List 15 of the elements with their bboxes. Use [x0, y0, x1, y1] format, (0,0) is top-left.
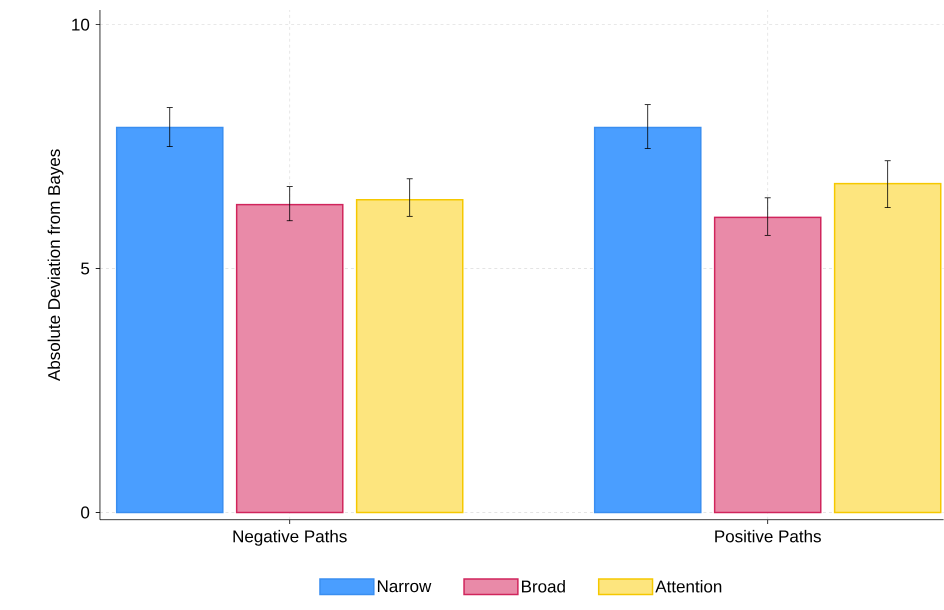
bar	[356, 199, 464, 514]
y-tick-label: 0	[81, 506, 90, 519]
x-tick-label: Negative Paths	[233, 530, 347, 546]
x-tick-label: Positive Paths	[715, 530, 821, 542]
bar	[834, 183, 942, 514]
y-tick-label: 5	[81, 262, 90, 275]
y-tick-label: 10	[72, 18, 90, 31]
bar	[236, 204, 344, 514]
bar	[594, 126, 702, 514]
bar	[116, 126, 224, 514]
legend-label: Narrow	[378, 580, 432, 592]
legend-label: Broad	[522, 580, 565, 593]
bar	[714, 216, 822, 514]
y-axis-title: Absolute Deviation from Bayes	[48, 149, 64, 382]
legend-label: Attention	[655, 580, 722, 593]
